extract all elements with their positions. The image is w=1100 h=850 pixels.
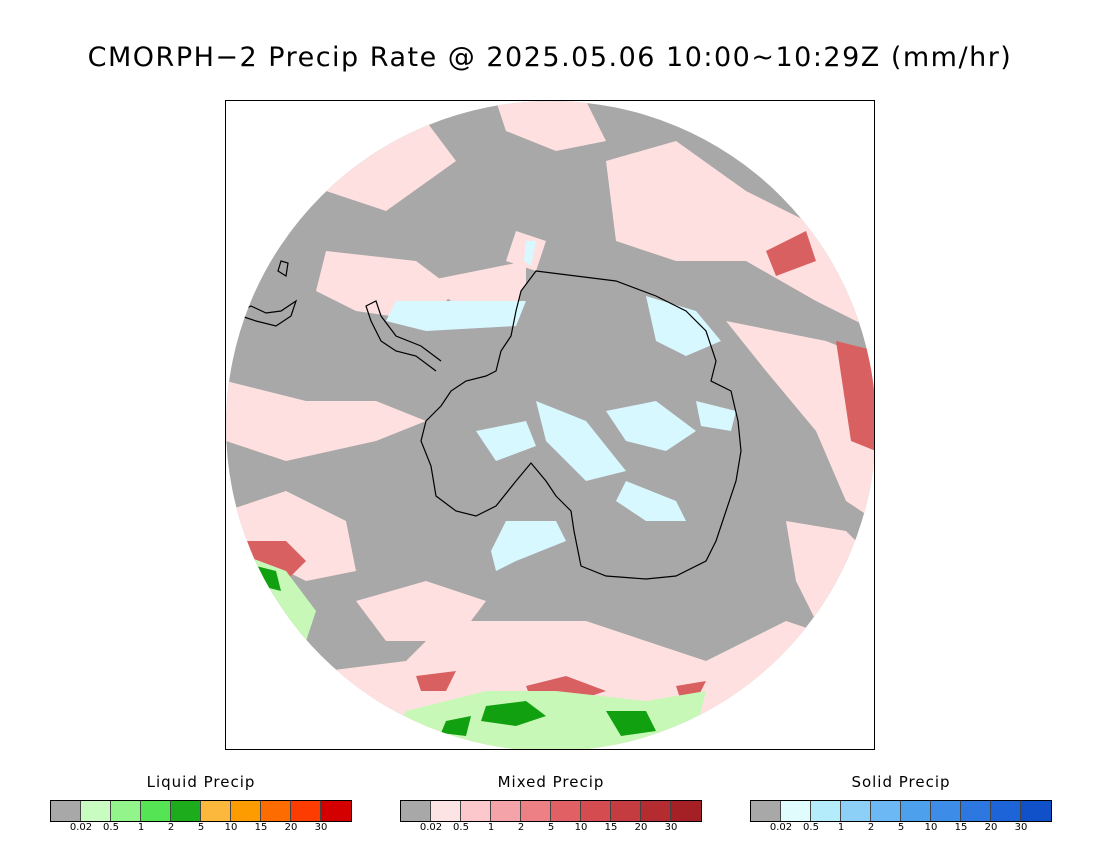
legend-swatch <box>671 801 701 821</box>
legend-swatch <box>321 801 351 821</box>
legend-swatch <box>841 801 871 821</box>
tick-label: 20 <box>284 822 298 833</box>
legend-swatch <box>201 801 231 821</box>
legend-swatch <box>611 801 641 821</box>
antarctic-peninsula-coastline <box>365 300 442 372</box>
tick-label: 10 <box>924 822 938 833</box>
tick-label: 10 <box>574 822 588 833</box>
tick-label: 5 <box>897 822 905 833</box>
legend-swatch <box>991 801 1021 821</box>
tick-label: 5 <box>547 822 555 833</box>
tick-label: 20 <box>984 822 998 833</box>
tick-label: 15 <box>954 822 968 833</box>
tick-label: 2 <box>867 822 875 833</box>
legend-mixed-precip: Mixed Precip 0.02 0.5 1 2 5 10 15 20 30 <box>400 772 702 833</box>
tick-label: 0.5 <box>803 822 819 833</box>
color-bar <box>50 800 352 822</box>
legend-solid-precip: Solid Precip 0.02 0.5 1 2 5 10 15 20 30 <box>750 772 1052 833</box>
tick-label: 2 <box>167 822 175 833</box>
map-panel <box>225 100 875 750</box>
tick-label: 15 <box>254 822 268 833</box>
legend-swatch <box>581 801 611 821</box>
legend-swatch <box>1021 801 1051 821</box>
color-bar <box>750 800 1052 822</box>
legend-swatch <box>961 801 991 821</box>
legend-liquid-precip: Liquid Precip 0.02 0.5 1 2 5 10 15 20 30 <box>50 772 352 833</box>
tick-label: 30 <box>1014 822 1028 833</box>
legend-title: Liquid Precip <box>146 773 256 791</box>
tick-label: 1 <box>487 822 495 833</box>
legend-swatch <box>291 801 321 821</box>
map-title: CMORPH−2 Precip Rate @ 2025.05.06 10:00~… <box>87 42 1013 73</box>
tick-label: 10 <box>224 822 238 833</box>
legend-swatch <box>521 801 551 821</box>
legend-swatch <box>811 801 841 821</box>
tick-label: 0.5 <box>453 822 469 833</box>
legend-swatch <box>171 801 201 821</box>
legend-swatch <box>871 801 901 821</box>
legend-swatch <box>461 801 491 821</box>
legend-swatch <box>641 801 671 821</box>
antarctica-coastline <box>420 270 742 580</box>
legend-swatch <box>781 801 811 821</box>
precip-map <box>226 101 874 749</box>
tick-label: 0.5 <box>103 822 119 833</box>
legend-swatch <box>141 801 171 821</box>
legend-swatch <box>401 801 431 821</box>
solid-precip-areas <box>386 241 736 571</box>
legend-swatch <box>901 801 931 821</box>
legend-swatch <box>51 801 81 821</box>
tick-label: 0.02 <box>419 822 443 833</box>
tick-label: 30 <box>664 822 678 833</box>
legend-swatch <box>231 801 261 821</box>
liquid-precip-moderate <box>256 566 656 736</box>
tick-label: 15 <box>604 822 618 833</box>
legend-swatch <box>551 801 581 821</box>
legend-swatch <box>491 801 521 821</box>
legend-swatch <box>931 801 961 821</box>
tick-label: 1 <box>837 822 845 833</box>
tick-labels: 0.02 0.5 1 2 5 10 15 20 30 <box>50 822 352 836</box>
tick-label: 0.02 <box>769 822 793 833</box>
legend-title: Mixed Precip <box>497 773 605 791</box>
tick-label: 0.02 <box>69 822 93 833</box>
tick-label: 30 <box>314 822 328 833</box>
tick-label: 1 <box>137 822 145 833</box>
legend-swatch <box>431 801 461 821</box>
color-bar <box>400 800 702 822</box>
tick-label: 20 <box>634 822 648 833</box>
tick-label: 2 <box>517 822 525 833</box>
island-outline <box>277 260 289 277</box>
tick-label: 5 <box>197 822 205 833</box>
tick-labels: 0.02 0.5 1 2 5 10 15 20 30 <box>400 822 702 836</box>
legend-swatch <box>751 801 781 821</box>
legend-swatch <box>261 801 291 821</box>
tick-labels: 0.02 0.5 1 2 5 10 15 20 30 <box>750 822 1052 836</box>
legend-swatch <box>111 801 141 821</box>
legend-title: Solid Precip <box>851 773 951 791</box>
legend-swatch <box>81 801 111 821</box>
